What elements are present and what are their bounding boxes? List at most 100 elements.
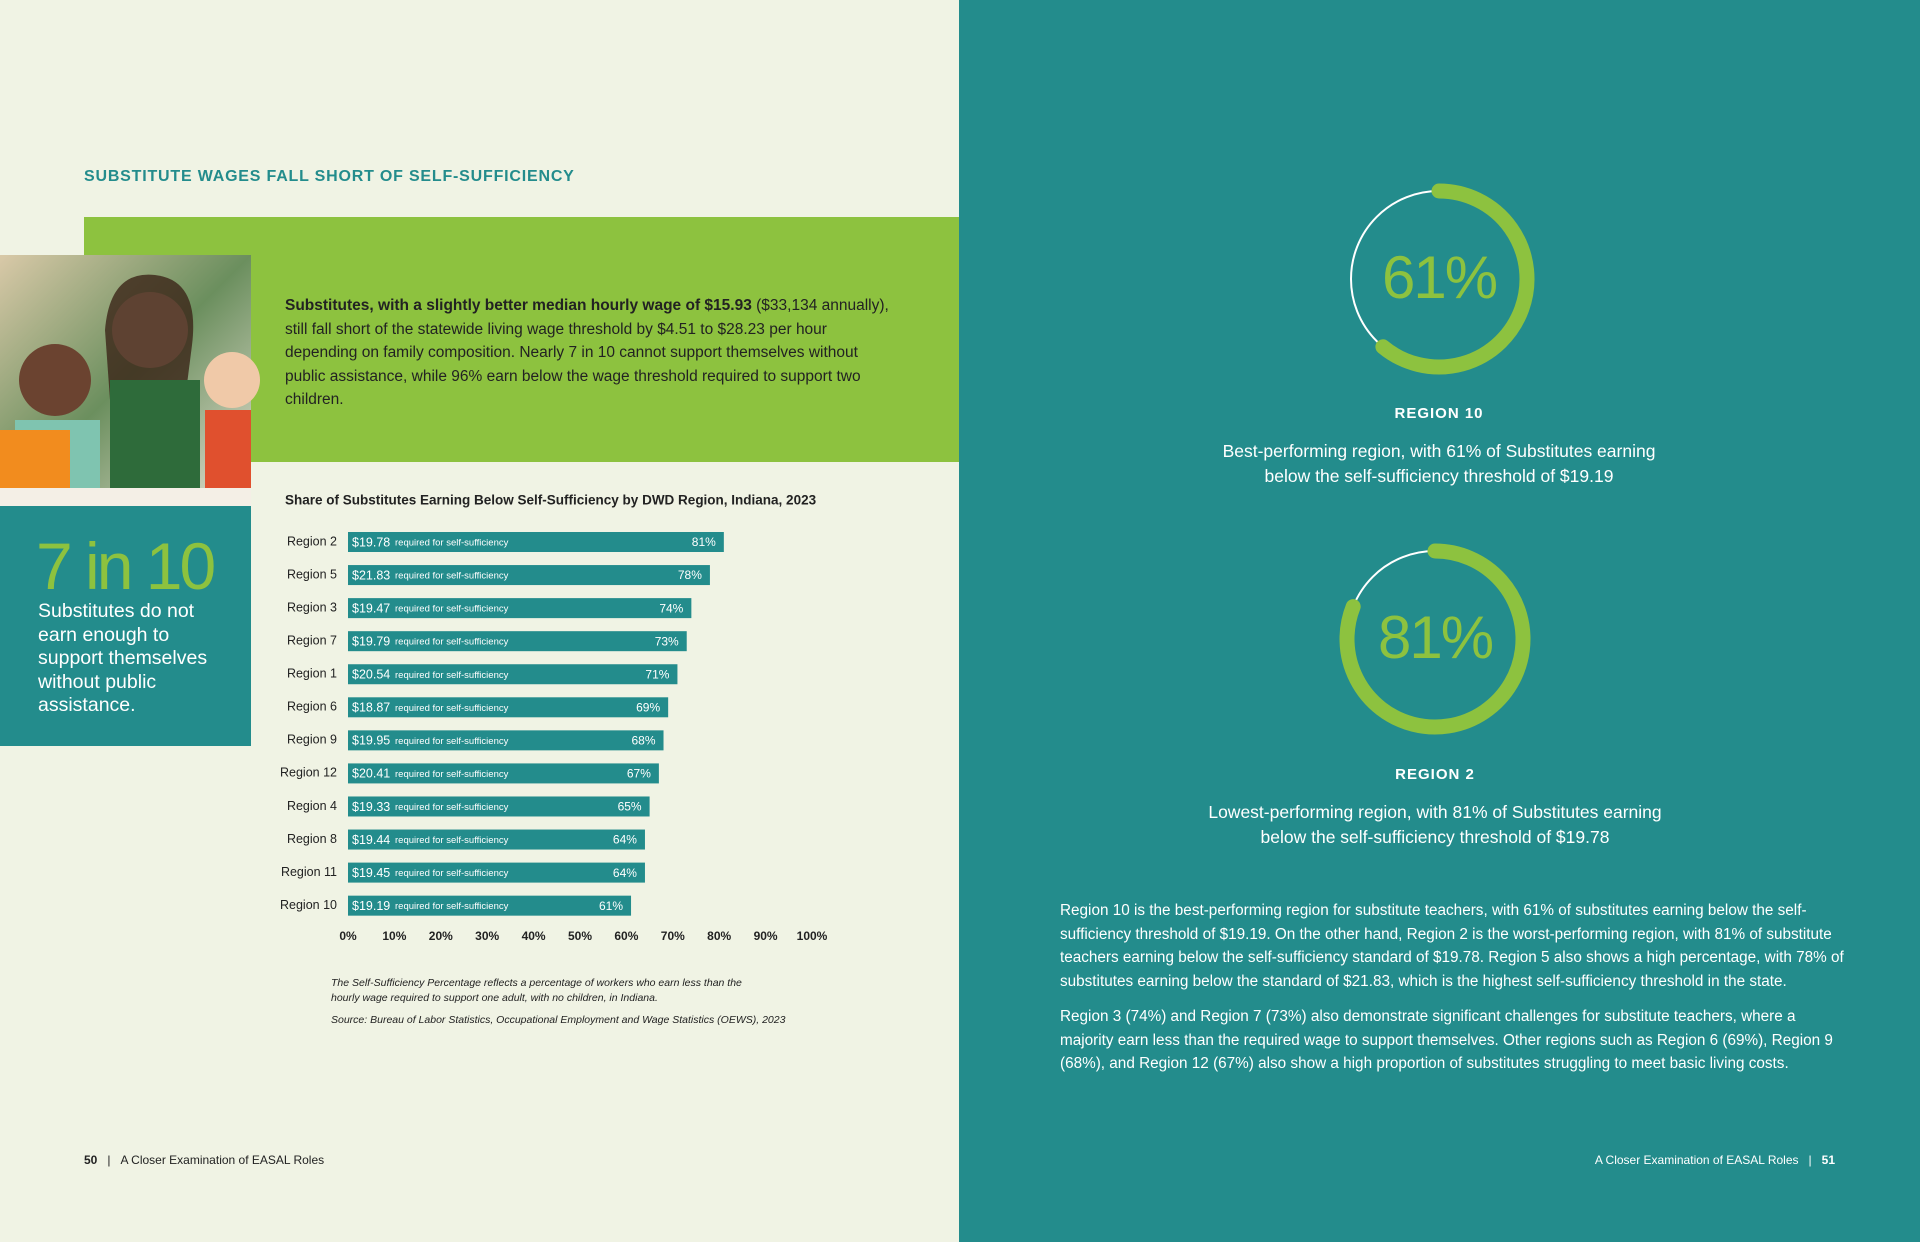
callout-big: 7 in 10: [36, 529, 216, 603]
x-tick-label: 60%: [614, 929, 638, 943]
category-label: Region 10: [280, 898, 337, 912]
category-label: Region 4: [287, 799, 337, 813]
value-label: 78%: [678, 568, 702, 582]
bar-note: required for self-sufficiency: [395, 868, 509, 879]
page-number: 50: [84, 1153, 98, 1167]
threshold-label: $19.45: [352, 866, 390, 880]
bar-note: required for self-sufficiency: [395, 835, 509, 846]
page-title: SUBSTITUTE WAGES FALL SHORT OF SELF-SUFF…: [84, 168, 575, 185]
threshold-label: $19.33: [352, 800, 390, 814]
bar-note: required for self-sufficiency: [395, 538, 509, 549]
threshold-label: $20.54: [352, 668, 390, 682]
donut-text-line: Lowest-performing region, with 81% of Su…: [1208, 802, 1661, 822]
threshold-label: $19.78: [352, 535, 390, 549]
bar-note: required for self-sufficiency: [395, 769, 509, 780]
donut-text-line: Best-performing region, with 61% of Subs…: [1223, 441, 1656, 461]
chart-source: Source: Bureau of Labor Statistics, Occu…: [331, 1014, 786, 1026]
x-tick-label: 10%: [382, 929, 406, 943]
x-tick-label: 0%: [339, 929, 357, 943]
intro-text: Substitutes, with a slightly better medi…: [285, 294, 897, 412]
x-tick-label: 80%: [707, 929, 731, 943]
bar: [348, 862, 645, 883]
category-label: Region 6: [287, 700, 337, 714]
callout-text: Substitutes do not earn enough to suppor…: [38, 600, 208, 717]
bar: [348, 664, 678, 685]
x-tick-label: 90%: [754, 929, 778, 943]
bar: [348, 763, 659, 784]
x-tick-label: 40%: [522, 929, 546, 943]
bar: [348, 796, 650, 817]
bar: [348, 631, 687, 652]
category-label: Region 7: [287, 633, 337, 647]
threshold-label: $19.19: [352, 899, 390, 913]
donut-text: Lowest-performing region, with 81% of Su…: [1208, 802, 1661, 847]
threshold-label: $19.95: [352, 734, 390, 748]
body-text: Region 10 is the best-performing region …: [1060, 899, 1845, 1076]
callout-box: [0, 506, 251, 746]
page-number: 51: [1821, 1153, 1835, 1167]
bar: [348, 598, 692, 619]
value-label: 61%: [599, 899, 623, 913]
value-label: 68%: [631, 734, 655, 748]
paragraph: Region 3 (74%) and Region 7 (73%) also d…: [1060, 1008, 1833, 1072]
category-label: Region 12: [280, 766, 337, 780]
bar-note: required for self-sufficiency: [395, 571, 509, 582]
photo: [0, 255, 260, 506]
threshold-label: $19.47: [352, 601, 390, 615]
x-tick-label: 30%: [475, 929, 499, 943]
threshold-label: $19.44: [352, 833, 390, 847]
chart-title: Share of Substitutes Earning Below Self-…: [285, 493, 817, 508]
value-label: 71%: [645, 667, 669, 681]
x-tick-label: 50%: [568, 929, 592, 943]
region-label: REGION 10: [1394, 405, 1483, 422]
bar-note: required for self-sufficiency: [395, 802, 509, 813]
value-label: 74%: [659, 601, 683, 615]
separator: |: [107, 1153, 111, 1167]
threshold-label: $20.41: [352, 767, 390, 781]
category-label: Region 2: [287, 534, 337, 548]
category-label: Region 5: [287, 567, 337, 581]
bar: [348, 697, 669, 718]
footer-text: A Closer Examination of EASAL Roles: [1594, 1153, 1799, 1167]
threshold-label: $18.87: [352, 701, 390, 715]
bar-note: required for self-sufficiency: [395, 670, 509, 681]
chart-note: The Self-Sufficiency Percentage reflects…: [331, 977, 742, 1004]
value-label: 73%: [655, 634, 679, 648]
donut-text: Best-performing region, with 61% of Subs…: [1223, 441, 1656, 486]
x-tick-label: 20%: [429, 929, 453, 943]
bar-note: required for self-sufficiency: [395, 736, 509, 747]
bar-note: required for self-sufficiency: [395, 901, 509, 912]
paragraph: Region 10 is the best-performing region …: [1060, 902, 1844, 990]
value-label: 81%: [692, 535, 716, 549]
footer-text: A Closer Examination of EASAL Roles: [120, 1153, 325, 1167]
x-tick-label: 100%: [797, 929, 828, 943]
right-page: [959, 0, 1920, 1242]
category-label: Region 8: [287, 832, 337, 846]
bar: [348, 565, 710, 586]
donut-text-line: below the self-sufficiency threshold of …: [1261, 827, 1610, 847]
value-label: 65%: [618, 800, 642, 814]
value-label: 64%: [613, 833, 637, 847]
region-label: REGION 2: [1395, 766, 1475, 783]
footer-right: A Closer Examination of EASAL Roles | 51: [1595, 1153, 1835, 1167]
donut-arc: [1339, 543, 1531, 735]
value-label: 69%: [636, 700, 660, 714]
category-label: Region 9: [287, 733, 337, 747]
intro-bold: Substitutes, with a slightly better medi…: [285, 297, 752, 314]
threshold-label: $21.83: [352, 568, 390, 582]
donut-arc: [1375, 183, 1535, 375]
category-label: Region 11: [281, 865, 337, 879]
bar: [348, 829, 645, 850]
value-label: 67%: [627, 767, 651, 781]
donut-text-line: below the self-sufficiency threshold of …: [1265, 466, 1614, 486]
bar-note: required for self-sufficiency: [395, 604, 509, 615]
bar-note: required for self-sufficiency: [395, 703, 509, 714]
x-tick-label: 70%: [661, 929, 685, 943]
intro-rest: ($33,134 annually), still fall short of …: [285, 297, 889, 409]
footer-left: 50 | A Closer Examination of EASAL Roles: [84, 1153, 324, 1167]
bar: [348, 532, 724, 552]
value-label: 64%: [613, 866, 637, 880]
category-label: Region 3: [287, 600, 337, 614]
